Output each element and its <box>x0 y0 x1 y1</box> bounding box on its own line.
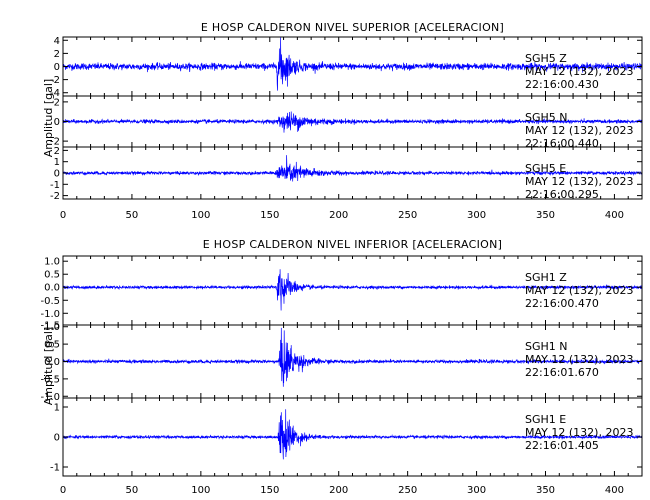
y-tick-label: -2 <box>50 137 60 148</box>
waveform-line <box>62 111 643 133</box>
station-time: 22:16:00.470 <box>525 297 599 310</box>
station-date: MAY 12 (132), 2023 <box>525 175 633 188</box>
station-date: MAY 12 (132), 2023 <box>525 65 633 78</box>
waveform-line <box>62 327 643 387</box>
y-tick-label: -0.5 <box>40 296 60 307</box>
x-tick-label: 50 <box>126 485 139 496</box>
station-name: SGH1 E <box>525 413 566 426</box>
station-date: MAY 12 (132), 2023 <box>525 426 633 439</box>
y-tick-label: 1 <box>54 403 60 414</box>
station-time: 22:16:00.430 <box>525 78 599 91</box>
y-tick-label: -1 <box>50 180 60 191</box>
x-tick-label: 250 <box>398 210 417 221</box>
y-tick-label: 0.0 <box>44 357 60 368</box>
y-tick-label: -1.0 <box>40 392 60 403</box>
chart-title: E HOSP CALDERON NIVEL SUPERIOR [ACELERAC… <box>201 21 504 34</box>
station-name: SGH1 N <box>525 340 568 353</box>
x-tick-label: 300 <box>467 210 486 221</box>
waveform-line <box>62 269 643 311</box>
y-tick-label: 0.5 <box>44 340 60 351</box>
y-tick-label: 0.0 <box>44 283 60 294</box>
x-tick-label: 150 <box>260 210 279 221</box>
x-tick-label: 350 <box>536 485 555 496</box>
x-tick-label: 50 <box>126 210 139 221</box>
x-tick-label: 100 <box>191 485 210 496</box>
y-tick-label: 2 <box>54 97 60 108</box>
y-axis-label: Amplitud [gal] <box>42 79 55 157</box>
x-tick-label: 150 <box>260 485 279 496</box>
y-tick-label: -2 <box>50 191 60 202</box>
station-time: 22:16:01.405 <box>525 439 599 452</box>
waveform-line <box>62 409 643 460</box>
y-tick-label: 0 <box>54 62 60 73</box>
x-tick-label: 200 <box>329 485 348 496</box>
x-tick-label: 200 <box>329 210 348 221</box>
x-tick-label: 100 <box>191 210 210 221</box>
y-tick-label: 4 <box>54 36 60 47</box>
station-name: SGH5 Z <box>525 52 567 65</box>
station-date: MAY 12 (132), 2023 <box>525 353 633 366</box>
station-time: 22:16:00.295 <box>525 188 599 201</box>
y-tick-label: -1.5 <box>40 321 60 332</box>
y-tick-label: -1.0 <box>40 309 60 320</box>
x-tick-label: 0 <box>60 210 66 221</box>
station-time: 22:16:00.440 <box>525 137 599 150</box>
x-tick-label: 250 <box>398 485 417 496</box>
y-tick-label: 2 <box>54 146 60 157</box>
y-tick-label: -4 <box>50 88 60 99</box>
y-tick-label: 0 <box>54 433 60 444</box>
waveform-line <box>62 155 643 182</box>
y-tick-label: 1 <box>54 157 60 168</box>
y-tick-label: -1 <box>50 463 60 474</box>
chart-0: E HOSP CALDERON NIVEL SUPERIOR [ACELERAC… <box>42 21 643 221</box>
x-tick-label: 0 <box>60 485 66 496</box>
x-tick-label: 300 <box>467 485 486 496</box>
chart-title: E HOSP CALDERON NIVEL INFERIOR [ACELERAC… <box>203 238 502 251</box>
x-tick-label: 350 <box>536 210 555 221</box>
waveform-line <box>62 37 643 91</box>
y-tick-label: 0 <box>54 117 60 128</box>
y-tick-label: 0 <box>54 169 60 180</box>
station-name: SGH5 N <box>525 111 568 124</box>
y-tick-label: -2 <box>50 75 60 86</box>
chart-1: E HOSP CALDERON NIVEL INFERIOR [ACELERAC… <box>40 238 643 496</box>
x-tick-label: 400 <box>605 210 624 221</box>
y-tick-label: 2 <box>54 49 60 60</box>
x-tick-label: 400 <box>605 485 624 496</box>
y-axis-label: Amplitud [gal] <box>42 327 55 405</box>
station-date: MAY 12 (132), 2023 <box>525 284 633 297</box>
station-time: 22:16:01.670 <box>525 366 599 379</box>
y-tick-label: 1.0 <box>44 322 60 333</box>
station-name: SGH1 Z <box>525 271 567 284</box>
y-tick-label: 1.0 <box>44 257 60 268</box>
station-date: MAY 12 (132), 2023 <box>525 124 633 137</box>
y-tick-label: 0.5 <box>44 270 60 281</box>
y-tick-label: -0.5 <box>40 374 60 385</box>
station-name: SGH5 E <box>525 162 566 175</box>
